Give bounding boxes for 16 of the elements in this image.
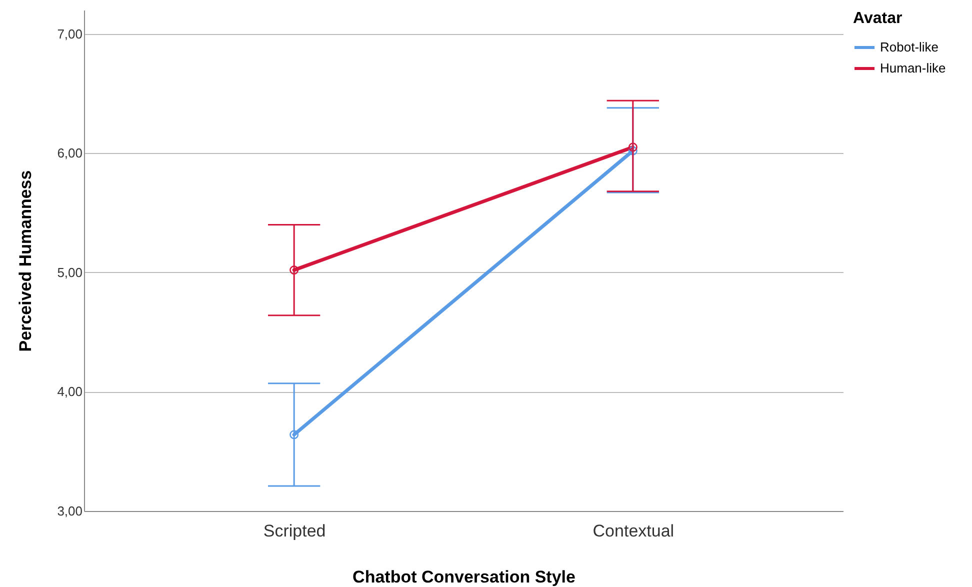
point (628, 142, 638, 152)
y-tick-label: 5,00 (57, 264, 82, 280)
x-tick-label: Scripted (263, 522, 326, 540)
x-axis-title: Chatbot Conversation Style (352, 568, 576, 586)
y-tick-label: 7,00 (57, 26, 82, 42)
legend-title: Avatar (853, 10, 902, 27)
point (290, 430, 299, 440)
y-tick-label: 3,00 (57, 504, 82, 518)
y-tick-label: 4,00 (57, 384, 82, 400)
point (628, 146, 638, 156)
legend-label: Robot-like (880, 40, 939, 54)
legend-label: Human-like (880, 60, 946, 76)
point (290, 266, 299, 275)
x-tick-label: Contextual (592, 522, 674, 540)
y-axis-title: Perceived Humanness (16, 170, 36, 352)
y-tick-label: 6,00 (57, 146, 82, 161)
